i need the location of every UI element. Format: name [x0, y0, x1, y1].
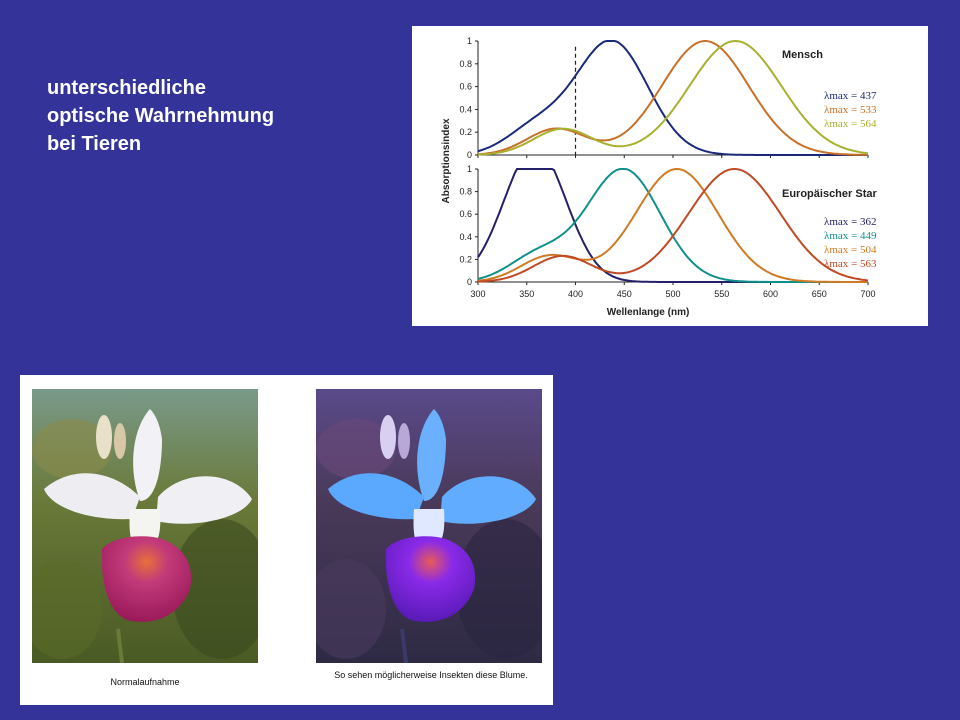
panel-title: Mensch	[782, 49, 823, 61]
title-line-2: optische Wahrnehmung	[47, 105, 275, 127]
y-tick-label: 0.2	[459, 254, 472, 264]
y-tick-label: 0.6	[459, 82, 472, 92]
uv-photo-caption: So sehen möglicherweise Insekten diese B…	[334, 670, 528, 680]
absorption-chart: 0 0.2 0.4 0.6 0.8 1 λmax = 437 λmax = 533 λmax =…	[412, 26, 928, 326]
x-axis-title: Wellenlange (nm)	[607, 307, 690, 318]
x-tick-label: 300	[470, 289, 485, 299]
x-tick-label: 700	[860, 289, 875, 299]
y-tick-label: 0	[467, 277, 472, 287]
x-tick-label: 600	[763, 289, 778, 299]
y-tick-label: 0.6	[459, 209, 472, 219]
legend-entry: λmax = 362	[824, 216, 876, 228]
flower-comparison-panel: Normalaufnahme So sehen möglicherweise I…	[20, 375, 553, 705]
y-tick-label: 0.2	[459, 127, 472, 137]
series-line	[477, 40, 868, 156]
x-tick-label: 500	[665, 289, 680, 299]
y-tick-label: 1	[467, 36, 472, 46]
y-tick-label: 0.4	[459, 232, 472, 242]
normal-photo-caption: Normalaufnahme	[110, 677, 180, 687]
legend-entry: λmax = 449	[824, 230, 877, 242]
series-line	[477, 168, 869, 283]
absorption-chart-svg: 0 0.2 0.4 0.6 0.8 1 λmax = 437 λmax = 533 λmax =…	[441, 36, 877, 318]
y-tick-label: 0.8	[459, 59, 472, 69]
uv-flower-photo	[316, 389, 542, 663]
x-tick-label: 400	[568, 289, 583, 299]
x-tick-label: 650	[812, 289, 827, 299]
series-line	[477, 39, 869, 156]
y-tick-label: 0	[467, 150, 472, 160]
y-axis-title: Absorptionsindex	[441, 118, 452, 203]
legend-entry: λmax = 564	[824, 118, 877, 130]
x-tick-label: 450	[617, 289, 632, 299]
legend-entry: λmax = 533	[824, 104, 877, 116]
title-line-3: bei Tieren	[47, 133, 142, 155]
legend-entry: λmax = 563	[824, 258, 877, 270]
series-line	[477, 40, 868, 156]
y-tick-label: 1	[467, 164, 472, 174]
normal-flower-photo	[32, 389, 258, 663]
title-line-1: unterschiedliche	[47, 77, 206, 99]
x-tick-label: 350	[519, 289, 534, 299]
series-line	[477, 167, 868, 283]
legend-entry: λmax = 504	[824, 244, 877, 256]
legend-entry: λmax = 437	[824, 90, 877, 102]
slide-title: unterschiedliche optische Wahrnehmung be…	[47, 74, 377, 158]
y-tick-label: 0.8	[459, 187, 472, 197]
y-tick-label: 0.4	[459, 104, 472, 114]
x-tick-label: 550	[714, 289, 729, 299]
panel-title: Europäischer Star	[782, 188, 877, 200]
